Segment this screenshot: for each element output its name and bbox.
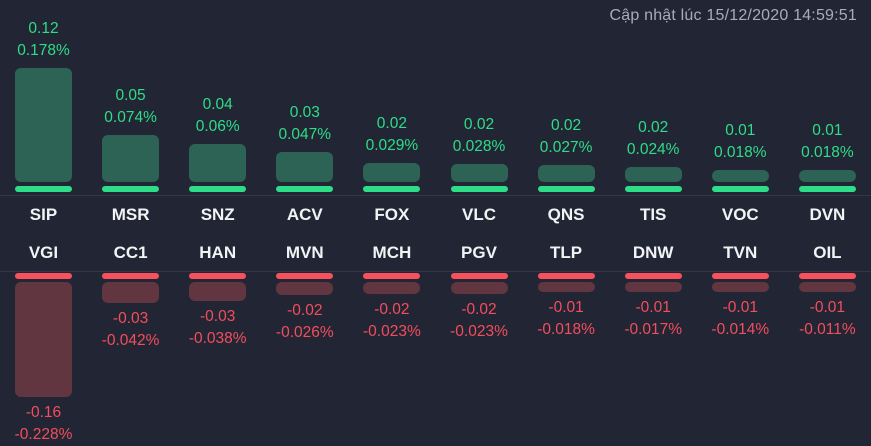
ticker-FOX[interactable]: FOX [374,205,410,224]
gainer-strip-MSR [102,185,160,192]
ticker-TVN[interactable]: TVN [723,243,758,262]
loser-value-TVN: -0.01 -0.014% [711,299,770,338]
loser-bar-MCH[interactable] [363,282,421,294]
gainer-value-TIS: 0.02 0.024% [626,118,680,158]
gainer-bar-MSR[interactable] [102,134,160,182]
loser-value-HAN: -0.03 -0.038% [188,308,247,348]
ticker-HAN[interactable]: HAN [199,243,237,262]
gainer-strip-SNZ [189,185,247,192]
loser-strip-HAN [189,272,247,279]
ticker-DVN[interactable]: DVN [809,205,846,224]
ticker-MCH[interactable]: MCH [372,243,412,262]
losers-baseline-divider [0,271,871,272]
gainer-strip-VOC [711,185,769,192]
gainer-value-FOX: 0.02 0.029% [365,115,419,155]
loser-bar-OIL[interactable] [798,282,856,292]
loser-value-PGV: -0.02 -0.023% [450,300,508,340]
gainer-value-SNZ: 0.04 0.06% [195,95,240,135]
gainer-value-ACV: 0.03 0.047% [278,103,332,143]
ticker-VLC[interactable]: VLC [462,205,496,224]
gainer-strip-DVN [798,185,856,192]
gainer-bar-SNZ[interactable] [189,143,247,182]
gainer-value-QNS: 0.02 0.027% [539,116,593,156]
gainer-strip-FOX [363,185,421,192]
loser-bar-HAN[interactable] [189,282,247,302]
gainer-bar-ACV[interactable] [276,151,334,182]
loser-strip-TLP [537,272,595,279]
gainer-bar-VOC[interactable] [711,170,769,182]
ticker-DNW[interactable]: DNW [632,243,674,262]
loser-strip-MCH [363,272,421,279]
ticker-OIL[interactable]: OIL [813,243,842,262]
ticker-TIS[interactable]: TIS [639,205,667,224]
loser-strip-TVN [711,272,769,279]
gainer-strip-QNS [537,185,595,192]
gainer-strip-SIP [15,185,73,192]
loser-value-OIL: -0.01 -0.011% [799,299,856,338]
ticker-PGV[interactable]: PGV [461,243,497,262]
gainers-baseline-divider [0,195,871,196]
loser-strip-MVN [276,272,334,279]
loser-bar-TLP[interactable] [537,282,595,292]
ticker-CC1[interactable]: CC1 [113,243,148,262]
ticker-VGI[interactable]: VGI [28,243,59,262]
loser-bar-DNW[interactable] [624,282,682,292]
loser-strip-DNW [624,272,682,279]
ticker-MVN[interactable]: MVN [285,243,324,262]
gainer-bar-VLC[interactable] [450,164,508,182]
gainer-strip-ACV [276,185,334,192]
ticker-SIP[interactable]: SIP [29,205,58,224]
gainer-bar-SIP[interactable] [15,68,73,182]
ticker-SNZ[interactable]: SNZ [200,205,235,224]
gainer-strip-TIS [624,185,682,192]
gainer-bar-QNS[interactable] [537,164,595,182]
gainer-value-SIP: 0.12 0.178% [17,20,70,59]
loser-bar-CC1[interactable] [102,282,160,304]
loser-value-CC1: -0.03 -0.042% [101,310,160,350]
gainer-value-VOC: 0.01 0.018% [714,122,767,161]
gainer-value-MSR: 0.05 0.074% [104,86,157,126]
gainer-bar-TIS[interactable] [624,166,682,182]
gainer-bar-DVN[interactable] [798,170,856,182]
gainer-strip-VLC [450,185,508,192]
loser-value-MCH: -0.02 -0.023% [363,300,421,340]
loser-strip-VGI [15,272,73,279]
gainer-value-VLC: 0.02 0.028% [452,116,506,156]
ticker-QNS[interactable]: QNS [547,205,585,224]
loser-value-MVN: -0.02 -0.026% [275,302,334,342]
ticker-TLP[interactable]: TLP [550,243,583,262]
gainer-bar-FOX[interactable] [363,163,421,182]
loser-strip-CC1 [102,272,160,279]
ticker-VOC[interactable]: VOC [721,205,759,224]
gainer-value-DVN: 0.01 0.018% [801,122,854,161]
ticker-ACV[interactable]: ACV [286,205,323,224]
loser-bar-TVN[interactable] [711,282,769,292]
loser-strip-OIL [798,272,856,279]
loser-bar-PGV[interactable] [450,282,508,294]
update-timestamp: Cập nhật lúc 15/12/2020 14:59:51 [609,7,857,24]
loser-value-TLP: -0.01 -0.018% [537,299,595,338]
loser-bar-VGI[interactable] [15,282,73,397]
loser-strip-PGV [450,272,508,279]
loser-value-DNW: -0.01 -0.017% [624,299,683,338]
loser-value-VGI: -0.16 -0.228% [14,404,73,443]
ticker-MSR[interactable]: MSR [111,205,150,224]
loser-bar-MVN[interactable] [276,282,334,296]
